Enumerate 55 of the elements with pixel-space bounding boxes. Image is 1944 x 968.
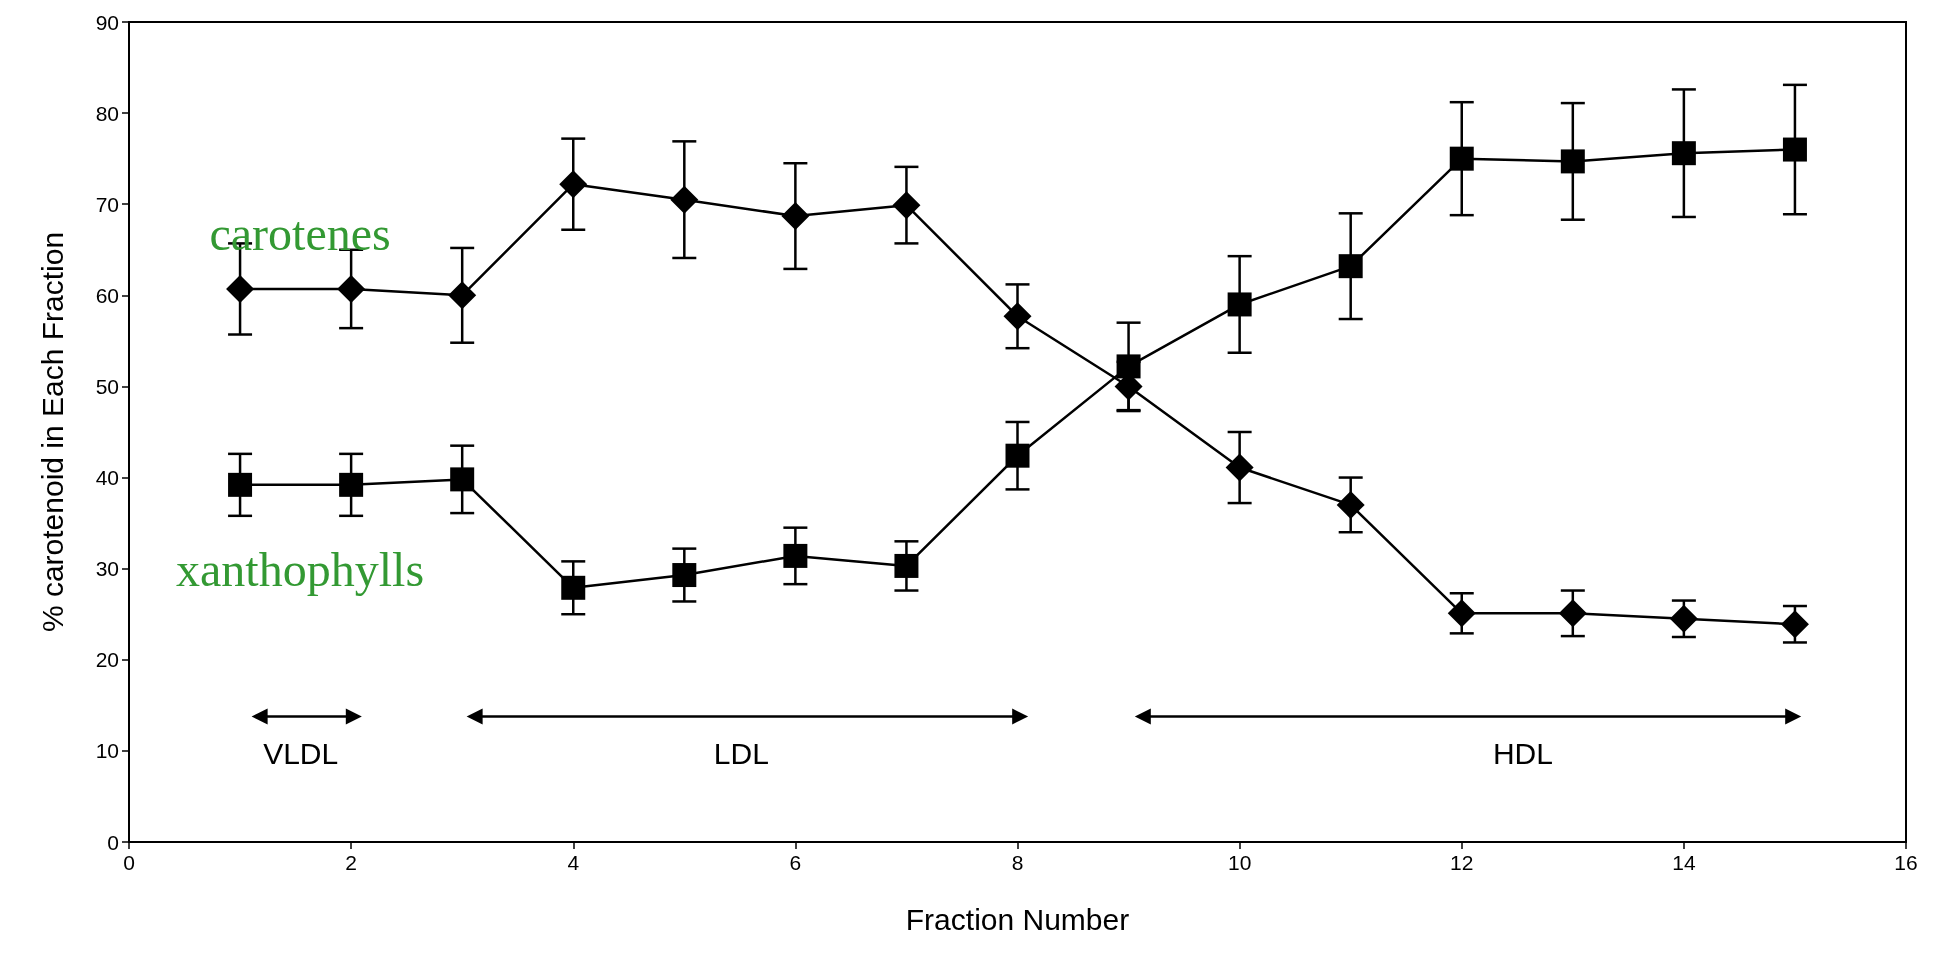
point — [894, 553, 919, 578]
point — [783, 543, 808, 568]
point — [1336, 490, 1365, 519]
point — [1558, 599, 1587, 628]
point — [1447, 599, 1476, 628]
point — [1003, 302, 1032, 331]
x-axis-title: Fraction Number — [905, 902, 1130, 936]
x-tick-label: 10 — [1227, 851, 1252, 874]
point — [781, 202, 810, 231]
y-tick-label: 20 — [95, 648, 119, 672]
x-tick-label: 0 — [123, 851, 135, 874]
point — [339, 472, 364, 497]
y-tick-label: 30 — [95, 557, 119, 581]
annotation: VLDL — [263, 736, 339, 770]
y-tick-label: 80 — [95, 101, 119, 125]
point — [1225, 453, 1254, 482]
point — [337, 274, 366, 303]
point — [228, 472, 253, 497]
point — [1671, 141, 1696, 166]
point — [1782, 137, 1807, 162]
y-tick-label: 70 — [95, 192, 119, 216]
annotation: HDL — [1492, 736, 1553, 770]
y-tick-label: 90 — [95, 10, 119, 34]
point — [561, 575, 586, 600]
series-label: xanthophylls — [176, 543, 425, 597]
x-tick-label: 14 — [1672, 851, 1696, 874]
point — [1227, 292, 1252, 317]
point — [670, 185, 699, 214]
point — [450, 467, 475, 492]
x-tick-label: 16 — [1894, 851, 1918, 874]
point — [1780, 610, 1809, 639]
x-tick-label: 8 — [1011, 851, 1024, 874]
x-tick-label: 6 — [789, 851, 802, 874]
point — [1669, 604, 1698, 633]
y-tick-label: 60 — [95, 283, 119, 307]
x-tick-label: 12 — [1450, 851, 1474, 874]
point — [1005, 443, 1030, 468]
y-tick-label: 50 — [95, 374, 119, 398]
series-label: carotenes — [209, 207, 391, 261]
point — [226, 274, 255, 303]
x-tick-label: 4 — [567, 851, 580, 874]
point — [892, 191, 921, 220]
y-tick-label: 40 — [95, 466, 119, 490]
y-axis-title: % carotenoid in Each Fraction — [35, 231, 69, 633]
point — [1116, 354, 1141, 379]
y-tick-label: 0 — [107, 830, 119, 854]
point — [1338, 254, 1363, 279]
x-tick-label: 2 — [345, 851, 357, 874]
annotation: LDL — [713, 736, 769, 770]
point — [559, 170, 588, 199]
point — [1560, 149, 1585, 174]
point — [1449, 146, 1474, 171]
point — [672, 563, 697, 588]
point — [448, 281, 477, 310]
y-tick-label: 10 — [95, 739, 119, 763]
